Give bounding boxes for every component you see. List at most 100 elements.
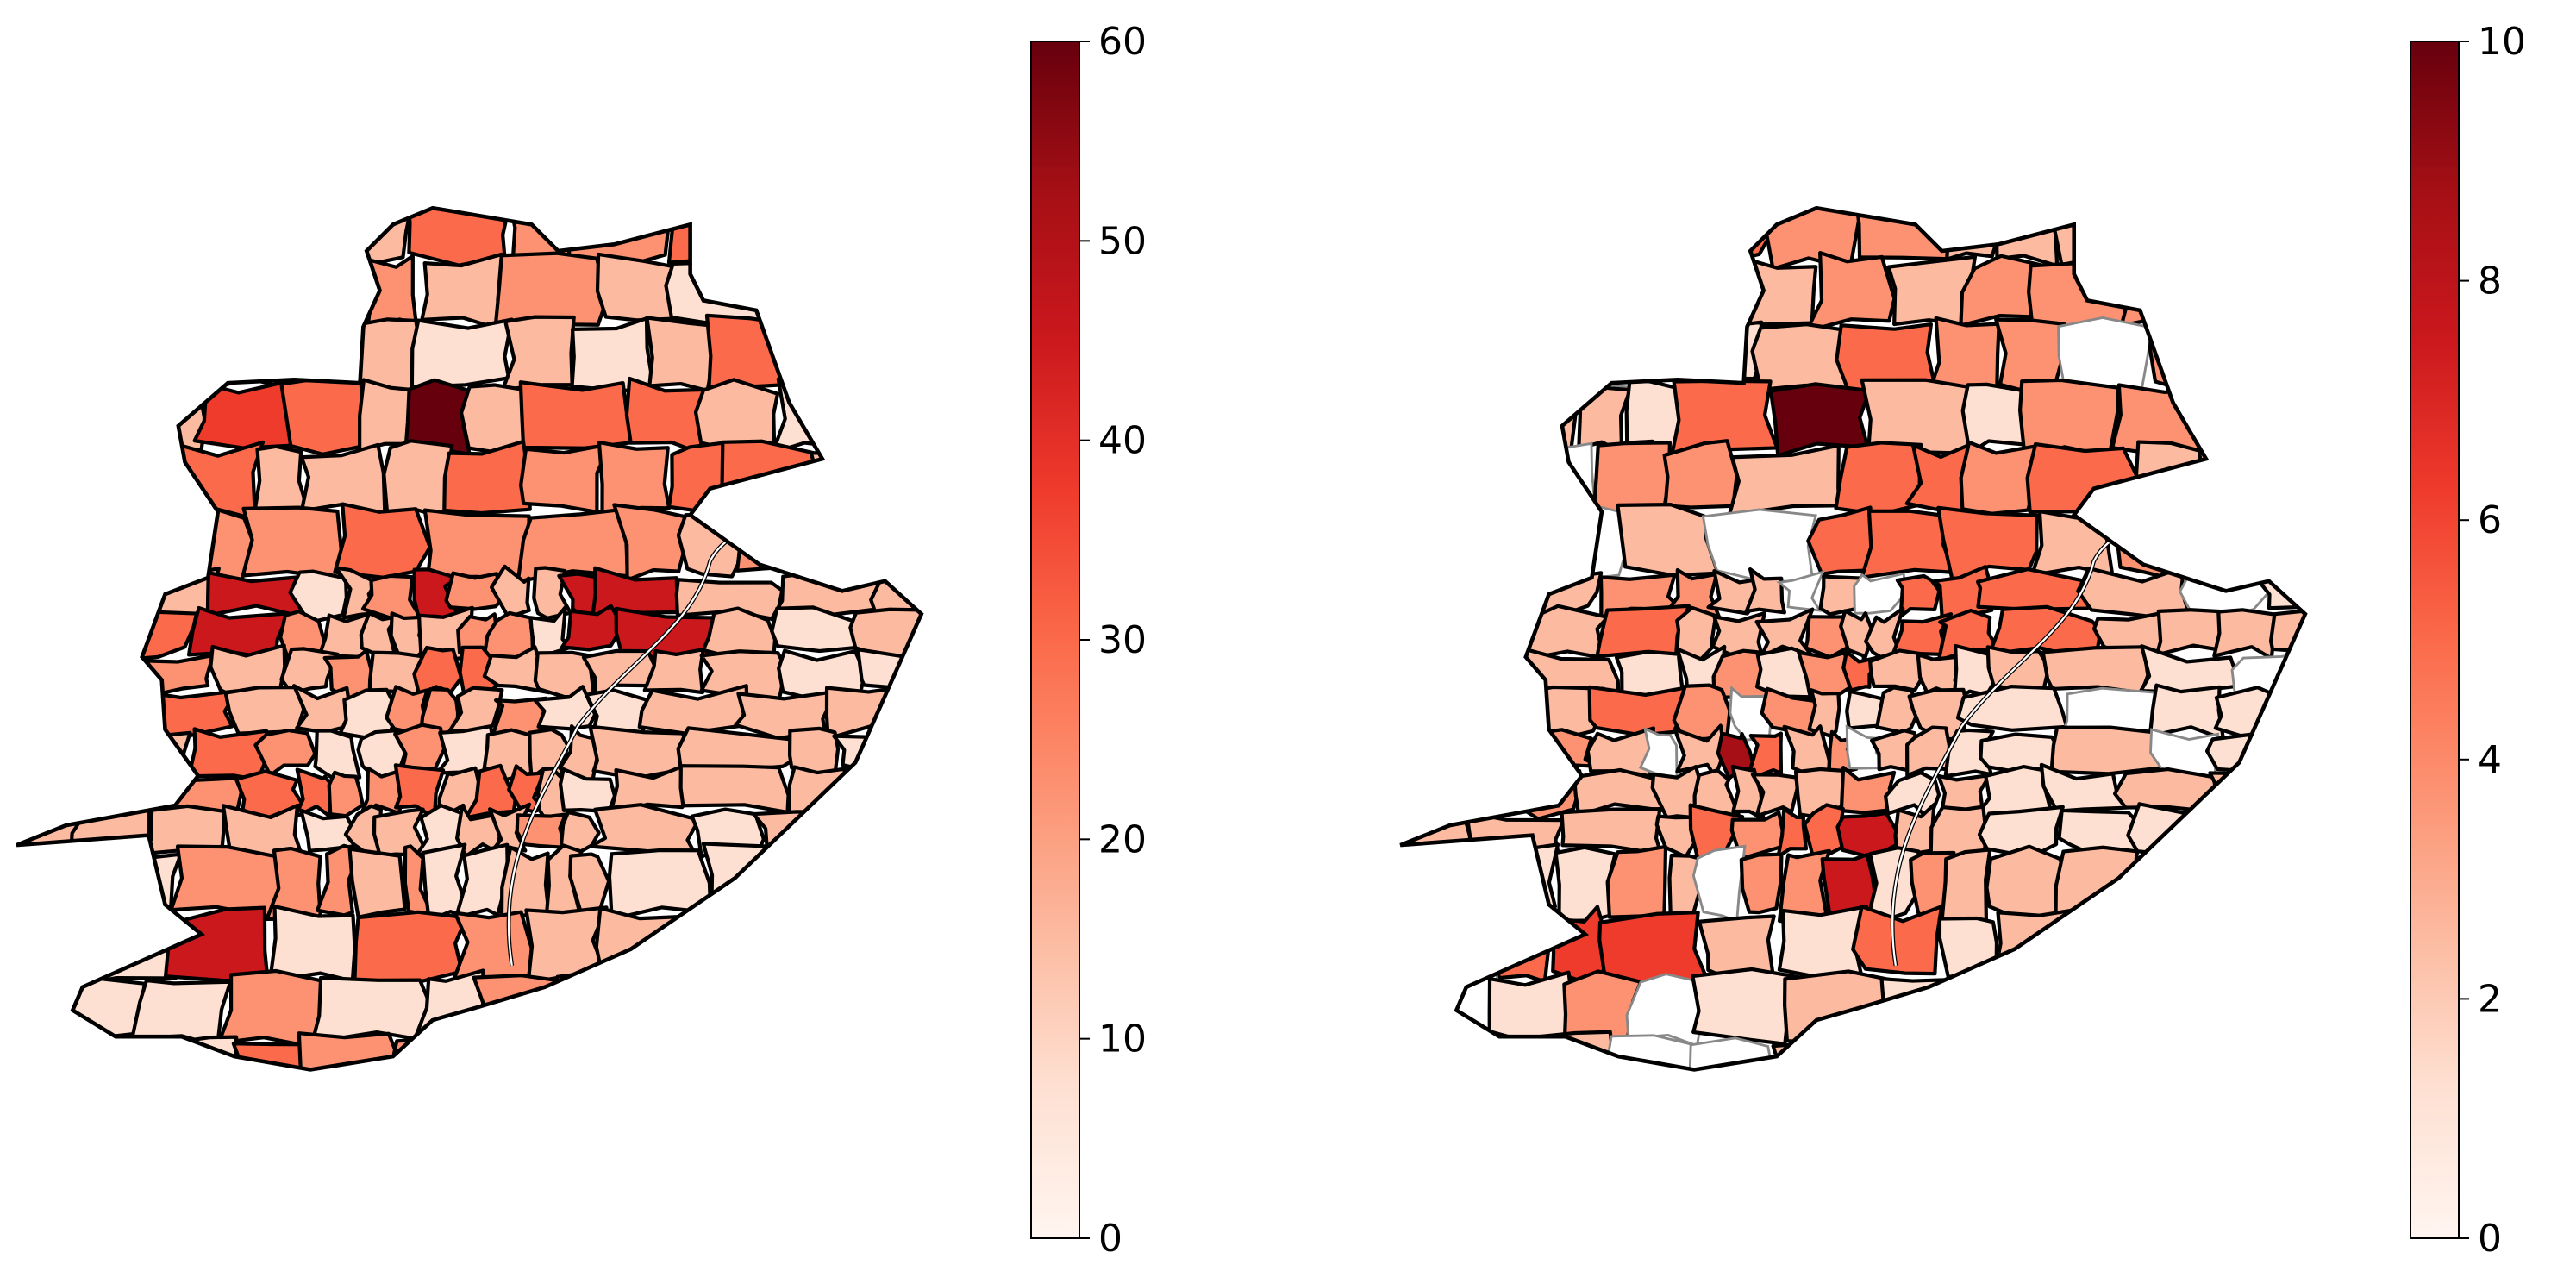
district-area (410, 317, 514, 390)
district-area (1771, 1035, 1832, 1070)
district-area (826, 208, 891, 265)
district-area (701, 842, 799, 923)
right-choropleth-map (1399, 205, 2409, 1072)
district-area (353, 910, 469, 985)
district-area (1691, 967, 1800, 1046)
district-area (597, 441, 672, 517)
district-area (930, 614, 1020, 662)
district-area (1776, 570, 1825, 612)
district-area (1462, 644, 1524, 703)
district-area (268, 905, 357, 983)
district-area (65, 1030, 187, 1070)
district-area (2222, 905, 2305, 986)
district-area (1400, 572, 1453, 624)
district-area (931, 805, 997, 859)
district-area (2254, 568, 2305, 621)
district-area (1804, 251, 1897, 334)
district-area (1868, 648, 1929, 692)
district-area (2041, 645, 2150, 695)
district-area (1776, 807, 1809, 859)
district-area (493, 251, 610, 327)
district-area (2237, 314, 2305, 382)
district-area (1508, 208, 1598, 269)
district-area (2229, 257, 2305, 333)
district-area (822, 504, 915, 576)
district-area (722, 967, 794, 1049)
district-area (1543, 255, 1635, 328)
district-area (1400, 762, 1460, 816)
district-area (935, 379, 1022, 455)
district-area (490, 564, 531, 618)
district-area (1977, 805, 2065, 859)
district-area (2083, 911, 2166, 986)
district-area (163, 208, 222, 264)
district-area (815, 803, 880, 861)
colorbar-tick-label: 60 (1098, 20, 1147, 64)
colorbar-tick-label: 0 (2478, 1217, 2502, 1261)
district-area (1727, 443, 1842, 517)
district-area (2307, 725, 2388, 777)
district-area (279, 647, 340, 696)
district-area (707, 439, 820, 522)
district-area (2316, 261, 2409, 329)
district-area (347, 847, 407, 919)
district-area (1975, 567, 2092, 611)
district-area (16, 1031, 80, 1070)
district-area (1691, 844, 1747, 924)
district-area (2198, 447, 2267, 522)
district-area (16, 208, 77, 271)
district-area (518, 380, 639, 450)
district-area (843, 381, 922, 456)
district-area (2279, 684, 2305, 733)
district-area (123, 728, 199, 781)
district-area (1616, 502, 1720, 578)
district-area (2112, 767, 2219, 813)
district-area (1739, 852, 1784, 915)
district-area (1816, 1034, 1892, 1070)
district-area (40, 604, 134, 660)
district-area (1929, 316, 2001, 392)
district-area (1521, 441, 1597, 516)
district-area (1400, 606, 1437, 663)
district-area (1745, 731, 1784, 782)
district-area (750, 208, 840, 270)
district-area (310, 975, 432, 1044)
district-area (39, 260, 111, 330)
district-area (1422, 442, 1536, 521)
district-area (215, 314, 286, 390)
district-area (1980, 1030, 2073, 1070)
district-area (570, 316, 656, 393)
district-area (212, 208, 312, 267)
district-area (1447, 1030, 1542, 1070)
colorbar-tick-label: 4 (2478, 738, 2502, 782)
district-area (241, 505, 343, 581)
district-area (1435, 380, 1519, 456)
district-area (1782, 724, 1832, 775)
district-area (382, 439, 455, 523)
district-area (2027, 253, 2133, 332)
district-area (678, 764, 791, 815)
district-area (1879, 1032, 1991, 1070)
district-area (1714, 252, 1818, 327)
district-area (914, 970, 922, 1047)
colorbar-tick-label: 30 (1098, 618, 1147, 662)
district-area (16, 378, 55, 453)
district-area (547, 970, 646, 1044)
district-area (1400, 684, 1441, 741)
district-area (453, 842, 510, 920)
district-area (39, 725, 129, 783)
colorbar-tick-label: 50 (1098, 219, 1147, 263)
district-area (1442, 774, 1514, 816)
district-area (722, 1031, 820, 1070)
district-area (1450, 723, 1543, 782)
district-area (1605, 844, 1668, 923)
district-area (2283, 805, 2305, 855)
district-area (53, 644, 143, 702)
district-area (2066, 1033, 2139, 1070)
district-area (16, 729, 55, 782)
district-area (33, 565, 129, 619)
district-area (1595, 604, 1691, 659)
district-area (2129, 1035, 2204, 1070)
district-area (223, 685, 306, 736)
